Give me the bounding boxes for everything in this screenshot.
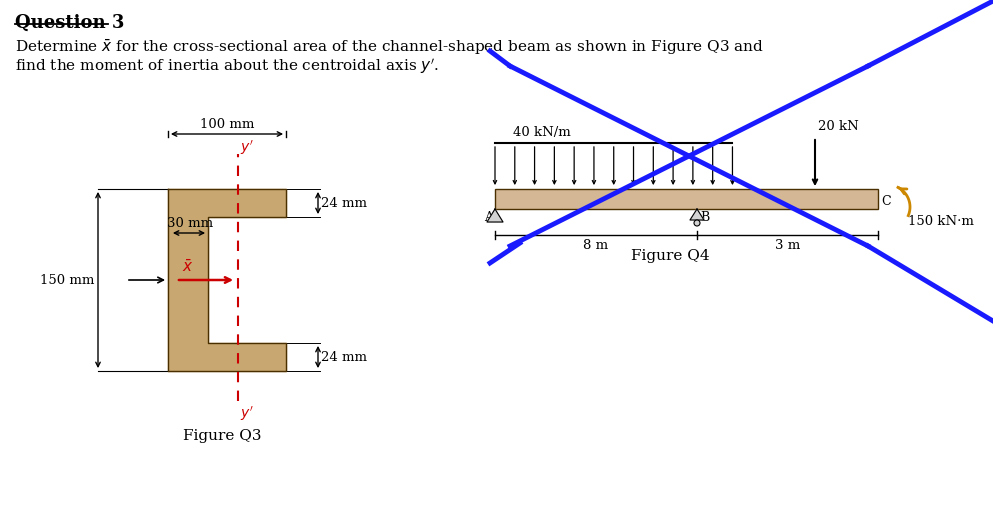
Text: 150 mm: 150 mm: [40, 273, 94, 287]
Text: find the moment of inertia about the centroidal axis $y'$.: find the moment of inertia about the cen…: [15, 56, 439, 76]
Polygon shape: [168, 189, 286, 371]
Text: $y'$: $y'$: [240, 405, 254, 423]
Polygon shape: [487, 209, 503, 222]
Polygon shape: [690, 209, 704, 220]
Text: 40 kN/m: 40 kN/m: [513, 126, 571, 139]
Text: 8 m: 8 m: [584, 239, 609, 252]
Text: C: C: [881, 195, 891, 207]
Text: B: B: [700, 211, 709, 224]
Text: 20 kN: 20 kN: [818, 120, 859, 133]
Text: 150 kN·m: 150 kN·m: [908, 215, 974, 228]
Text: Figure Q4: Figure Q4: [631, 249, 709, 263]
Text: A: A: [484, 211, 493, 224]
Text: 24 mm: 24 mm: [321, 351, 367, 363]
Text: $\bar{x}$: $\bar{x}$: [183, 259, 194, 275]
Text: 100 mm: 100 mm: [200, 118, 254, 131]
Circle shape: [694, 220, 700, 226]
Text: 24 mm: 24 mm: [321, 197, 367, 210]
Text: 30 mm: 30 mm: [167, 217, 213, 230]
Text: Question 3: Question 3: [15, 14, 124, 32]
Text: Determine $\bar{x}$ for the cross-sectional area of the channel-shaped beam as s: Determine $\bar{x}$ for the cross-sectio…: [15, 38, 764, 57]
Text: Figure Q3: Figure Q3: [183, 429, 261, 443]
Text: $y'$: $y'$: [240, 139, 254, 157]
Text: 3 m: 3 m: [775, 239, 800, 252]
Bar: [495, 189, 878, 209]
